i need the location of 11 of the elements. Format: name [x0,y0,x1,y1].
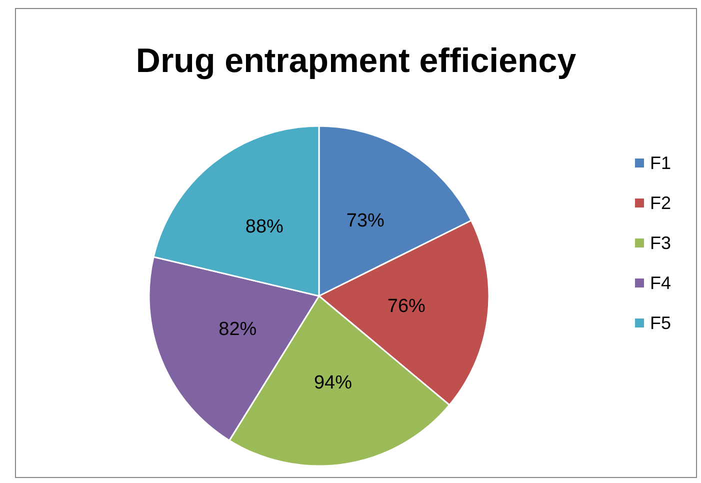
data-label: 94% [314,372,352,394]
legend-label: F5 [650,313,672,333]
data-label: 76% [387,296,426,317]
chart-title: Drug entrapment efficiency [136,42,576,80]
legend-label: F2 [650,193,672,213]
legend-label: F3 [650,233,672,253]
legend-label: F1 [650,153,672,173]
data-label: 73% [346,210,385,232]
data-label: 88% [245,216,284,238]
data-label: 82% [218,319,257,340]
legend-label: F4 [650,273,672,293]
